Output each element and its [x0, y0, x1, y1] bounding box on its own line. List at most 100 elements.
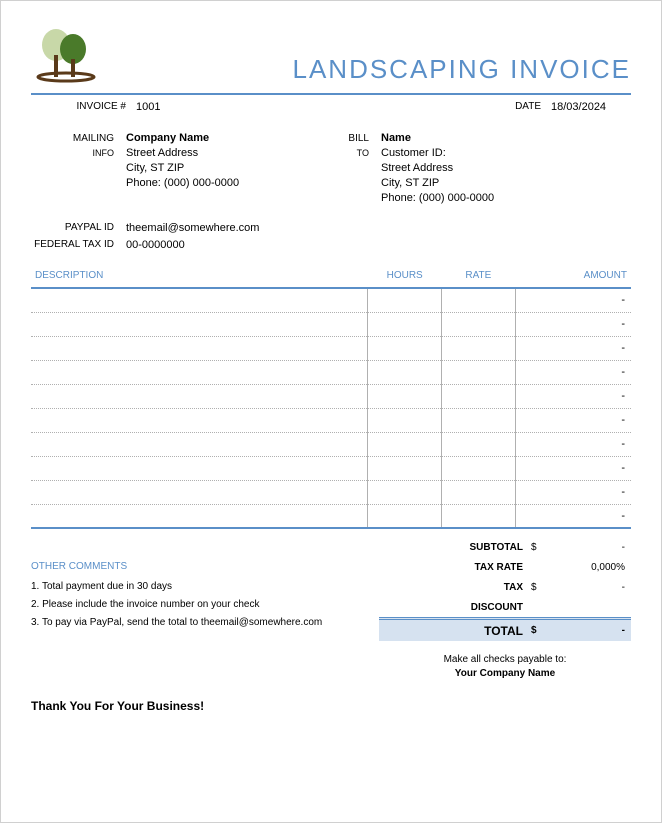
- payable-line1: Make all checks payable to:: [379, 653, 631, 667]
- bill-name: Name: [381, 131, 494, 146]
- mailing-street: Street Address: [126, 146, 239, 161]
- cell-desc: [31, 456, 368, 480]
- cell-rate: [442, 480, 516, 504]
- cell-amount: -: [515, 288, 631, 312]
- cell-desc: [31, 336, 368, 360]
- cell-hours: [368, 408, 442, 432]
- header: LANDSCAPING INVOICE: [31, 25, 631, 85]
- logo-trees-icon: [31, 25, 101, 85]
- taxrate-label: TAX RATE: [431, 562, 531, 573]
- col-description: DESCRIPTION: [31, 264, 368, 288]
- cell-hours: [368, 432, 442, 456]
- table-row: -: [31, 288, 631, 312]
- mailing-sublabel: INFO: [93, 148, 115, 158]
- cell-hours: [368, 504, 442, 528]
- comment-1: 1. Total payment due in 30 days: [31, 578, 379, 596]
- cell-rate: [442, 336, 516, 360]
- line-items-table: DESCRIPTION HOURS RATE AMOUNT ----------: [31, 264, 631, 529]
- cell-rate: [442, 384, 516, 408]
- cell-rate: [442, 456, 516, 480]
- bill-label: BILL: [348, 133, 369, 144]
- bill-sublabel: TO: [357, 148, 369, 158]
- table-row: -: [31, 384, 631, 408]
- bottom-section: OTHER COMMENTS 1. Total payment due in 3…: [31, 537, 631, 681]
- cell-amount: -: [515, 480, 631, 504]
- bill-phone: Phone: (000) 000-0000: [381, 191, 494, 206]
- totals: SUBTOTAL $ - TAX RATE 0,000% TAX $ - DIS…: [379, 537, 631, 681]
- taxrate-val: 0,000%: [551, 562, 631, 573]
- cell-amount: -: [515, 336, 631, 360]
- cell-rate: [442, 408, 516, 432]
- cell-amount: -: [515, 360, 631, 384]
- total-val: -: [551, 625, 631, 636]
- cell-hours: [368, 312, 442, 336]
- table-row: -: [31, 432, 631, 456]
- cell-rate: [442, 312, 516, 336]
- cell-hours: [368, 336, 442, 360]
- cell-desc: [31, 288, 368, 312]
- meta-row: INVOICE # 1001 DATE 18/03/2024: [31, 101, 631, 113]
- bill-city: City, ST ZIP: [381, 176, 494, 191]
- mailing-phone: Phone: (000) 000-0000: [126, 176, 239, 191]
- header-rule: [31, 93, 631, 95]
- cell-hours: [368, 384, 442, 408]
- payable-line2: Your Company Name: [379, 667, 631, 681]
- invoice-no-label: INVOICE #: [31, 101, 126, 113]
- tax-val: -: [551, 582, 631, 593]
- cell-amount: -: [515, 456, 631, 480]
- comments-title: OTHER COMMENTS: [31, 561, 379, 572]
- cell-desc: [31, 504, 368, 528]
- invoice-no: 1001: [136, 101, 160, 113]
- mailing-company: Company Name: [126, 131, 239, 146]
- comments: OTHER COMMENTS 1. Total payment due in 3…: [31, 537, 379, 681]
- cell-amount: -: [515, 432, 631, 456]
- subtotal-label: SUBTOTAL: [431, 542, 531, 553]
- fedtax-label: FEDERAL TAX ID: [31, 237, 126, 254]
- date-value: 18/03/2024: [551, 101, 631, 113]
- cell-amount: -: [515, 312, 631, 336]
- table-row: -: [31, 408, 631, 432]
- table-row: -: [31, 480, 631, 504]
- cell-rate: [442, 504, 516, 528]
- cell-desc: [31, 360, 368, 384]
- cell-hours: [368, 360, 442, 384]
- payable-note: Make all checks payable to: Your Company…: [379, 653, 631, 681]
- col-amount: AMOUNT: [515, 264, 631, 288]
- cell-hours: [368, 288, 442, 312]
- subtotal-val: -: [551, 542, 631, 553]
- table-row: -: [31, 360, 631, 384]
- table-row: -: [31, 336, 631, 360]
- paypal-label: PAYPAL ID: [31, 220, 126, 237]
- date-label: DATE: [515, 101, 541, 113]
- comment-2: 2. Please include the invoice number on …: [31, 596, 379, 614]
- cell-rate: [442, 360, 516, 384]
- mailing-city: City, ST ZIP: [126, 161, 239, 176]
- fedtax-value: 00-0000000: [126, 237, 185, 254]
- table-row: -: [31, 312, 631, 336]
- mailing-label: MAILING: [73, 133, 114, 144]
- cell-desc: [31, 408, 368, 432]
- invoice-title: LANDSCAPING INVOICE: [292, 54, 631, 85]
- cell-desc: [31, 384, 368, 408]
- info-block: MAILING INFO Company Name Street Address…: [31, 131, 631, 206]
- col-rate: RATE: [442, 264, 516, 288]
- bill-customer-id: Customer ID:: [381, 146, 494, 161]
- col-hours: HOURS: [368, 264, 442, 288]
- comment-3: 3. To pay via PayPal, send the total to …: [31, 614, 379, 632]
- subtotal-cur: $: [531, 542, 551, 553]
- cell-hours: [368, 456, 442, 480]
- discount-label: DISCOUNT: [431, 602, 531, 613]
- total-label: TOTAL: [431, 624, 531, 638]
- table-row: -: [31, 456, 631, 480]
- cell-desc: [31, 312, 368, 336]
- cell-hours: [368, 480, 442, 504]
- cell-rate: [442, 288, 516, 312]
- extra-ids: PAYPAL ID theemail@somewhere.com FEDERAL…: [31, 220, 631, 254]
- cell-rate: [442, 432, 516, 456]
- table-row: -: [31, 504, 631, 528]
- bill-street: Street Address: [381, 161, 494, 176]
- cell-desc: [31, 480, 368, 504]
- cell-desc: [31, 432, 368, 456]
- total-row: TOTAL $ -: [379, 617, 631, 641]
- thank-you: Thank You For Your Business!: [31, 699, 631, 713]
